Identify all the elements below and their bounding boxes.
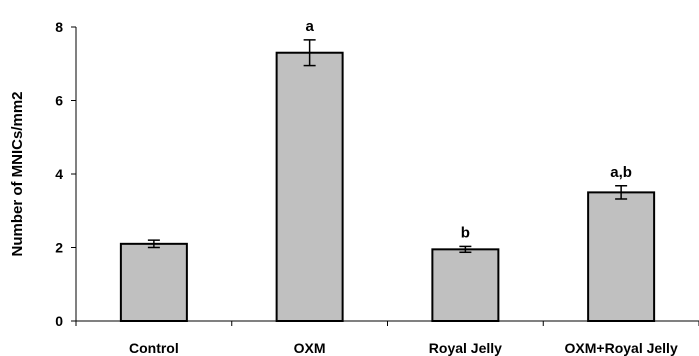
bar-oxm xyxy=(275,51,344,322)
y-axis-title: Number of MNICs/mm2 xyxy=(9,91,26,256)
x-category-label: OXM xyxy=(294,340,326,356)
bar-royal-jelly xyxy=(431,248,500,322)
y-tick-label: 2 xyxy=(55,240,63,256)
significance-label: a,b xyxy=(610,164,632,181)
x-axis-labels: Control OXM Royal Jelly OXM+Royal Jelly xyxy=(75,321,699,356)
x-category-label: OXM+Royal Jelly xyxy=(565,340,678,356)
y-tick-label: 4 xyxy=(55,166,63,182)
y-tick-label: 6 xyxy=(55,93,63,109)
bars xyxy=(119,51,656,322)
y-axis-ticks: 0 2 4 6 8 xyxy=(55,19,76,329)
significance-label: b xyxy=(461,224,470,241)
bar-control xyxy=(119,242,188,322)
bar-oxm-royal-jelly xyxy=(587,191,656,322)
x-category-label: Control xyxy=(129,340,179,356)
y-tick-label: 0 xyxy=(55,313,63,329)
significance-label: a xyxy=(305,18,314,35)
error-bars xyxy=(147,39,628,254)
y-tick-label: 8 xyxy=(55,19,63,35)
bar-annotations: a b a,b xyxy=(305,18,632,242)
x-category-label: Royal Jelly xyxy=(429,340,502,356)
